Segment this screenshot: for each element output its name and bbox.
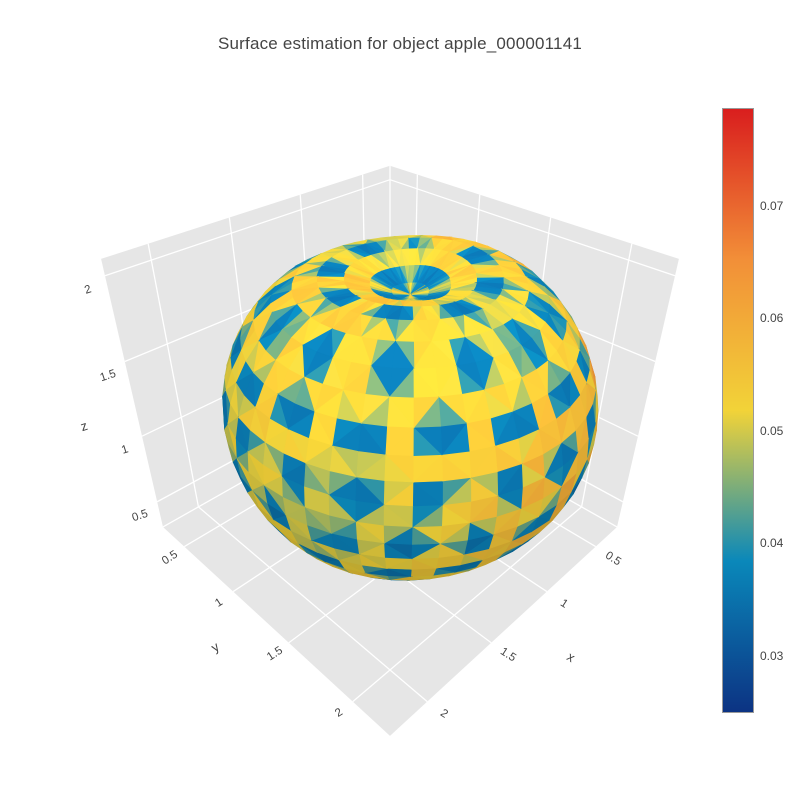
colorbar: 0.03 0.04 0.05 0.06 0.07 (722, 108, 800, 713)
colorbar-tick-label: 0.05 (760, 423, 784, 438)
colorbar-gradient (722, 108, 754, 713)
colorbar-tick-label: 0.06 (760, 311, 784, 326)
colorbar-tick-label: 0.04 (760, 536, 784, 551)
colorbar-tick-label: 0.03 (760, 648, 784, 663)
colorbar-tick-label: 0.07 (760, 198, 784, 213)
